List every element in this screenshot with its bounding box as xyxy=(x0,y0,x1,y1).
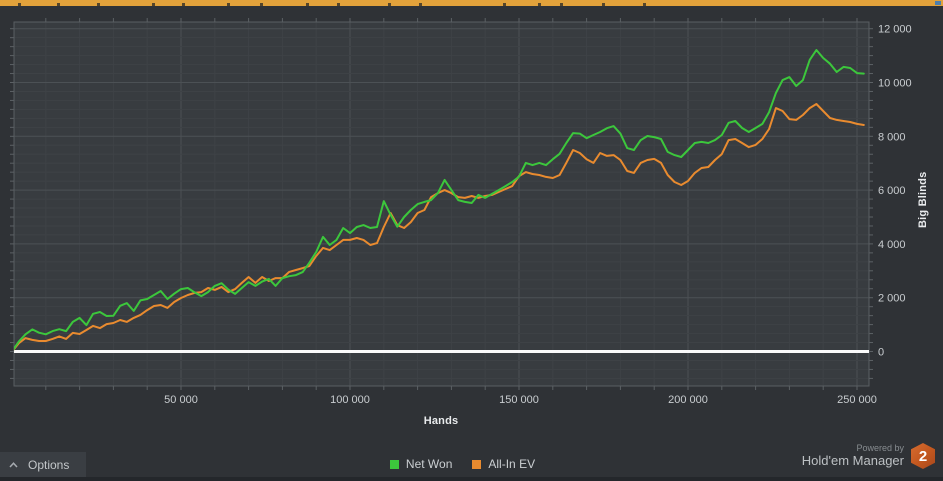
top-strip-speck xyxy=(419,3,422,6)
bottom-edge xyxy=(0,477,943,481)
powered-by-label: Powered by xyxy=(856,442,904,453)
y-axis-title: Big Blinds xyxy=(917,171,929,229)
top-strip-speck xyxy=(18,3,21,6)
x-tick-label: 150 000 xyxy=(499,394,539,406)
x-tick-label: 250 000 xyxy=(837,394,877,406)
series-net-won xyxy=(14,49,865,351)
y-tick-label: 0 xyxy=(878,347,884,359)
top-strip-speck xyxy=(560,3,563,6)
y-tick-label: 6 000 xyxy=(878,185,906,197)
top-strip-speck xyxy=(260,3,263,6)
branding-text: Powered by Hold'em Manager xyxy=(801,442,904,468)
x-tick-label: 100 000 xyxy=(330,394,370,406)
plot-border xyxy=(13,21,870,387)
legend-swatch xyxy=(389,459,399,469)
plot-area xyxy=(14,22,869,386)
top-strip-speck xyxy=(57,3,60,6)
x-tick-label: 200 000 xyxy=(668,394,708,406)
top-strip-speck xyxy=(152,3,155,6)
top-strip-accent xyxy=(935,1,941,5)
top-strip-speck xyxy=(97,3,100,6)
y-tick-labels: 0 2 000 4 000 6 000 8 000 10 000 12 000 xyxy=(878,24,912,359)
app-name-label: Hold'em Manager xyxy=(801,452,904,468)
top-strip-speck xyxy=(227,3,230,6)
top-title-strip xyxy=(0,0,943,6)
options-button-label: Options xyxy=(28,457,70,472)
profit-graph: 50 000 100 000 150 000 200 000 250 000 0 2 000… xyxy=(10,18,912,406)
legend-item-net-won[interactable]: Net Won xyxy=(389,457,453,471)
y-tick-label: 10 000 xyxy=(878,78,912,90)
x-tick-label: 50 000 xyxy=(164,394,198,406)
hm2-logo-badge: 2 xyxy=(911,443,935,469)
options-button[interactable]: Options xyxy=(0,452,86,477)
y-tick-label: 12 000 xyxy=(878,24,912,36)
top-strip-speck xyxy=(306,3,309,6)
legend-label: All-In EV xyxy=(488,457,536,471)
top-strip-speck xyxy=(503,3,506,6)
x-axis-title: Hands xyxy=(423,415,459,427)
chevron-up-icon xyxy=(9,461,18,468)
powered-by-branding: Powered by Hold'em Manager 2 xyxy=(802,443,935,469)
legend-swatch xyxy=(472,459,482,469)
legend-item-all-in-ev[interactable]: All-In EV xyxy=(472,457,535,471)
y-tick-label: 8 000 xyxy=(878,131,906,143)
top-strip-speck xyxy=(182,3,185,6)
y-tick-label: 4 000 xyxy=(878,239,906,251)
edge-ticks-layer xyxy=(10,18,873,390)
chart-legend: Net Won All-In EV xyxy=(0,457,934,471)
top-strip-speck xyxy=(602,3,605,6)
legend-label: Net Won xyxy=(405,457,453,471)
top-strip-speck xyxy=(538,3,541,6)
grid-layer xyxy=(14,22,869,386)
x-tick-labels: 50 000 100 000 150 000 200 000 250 000 xyxy=(164,394,877,406)
top-strip-speck xyxy=(337,3,340,6)
top-strip-speck xyxy=(643,3,646,6)
top-strip-speck xyxy=(388,3,391,6)
y-tick-label: 2 000 xyxy=(878,293,906,305)
